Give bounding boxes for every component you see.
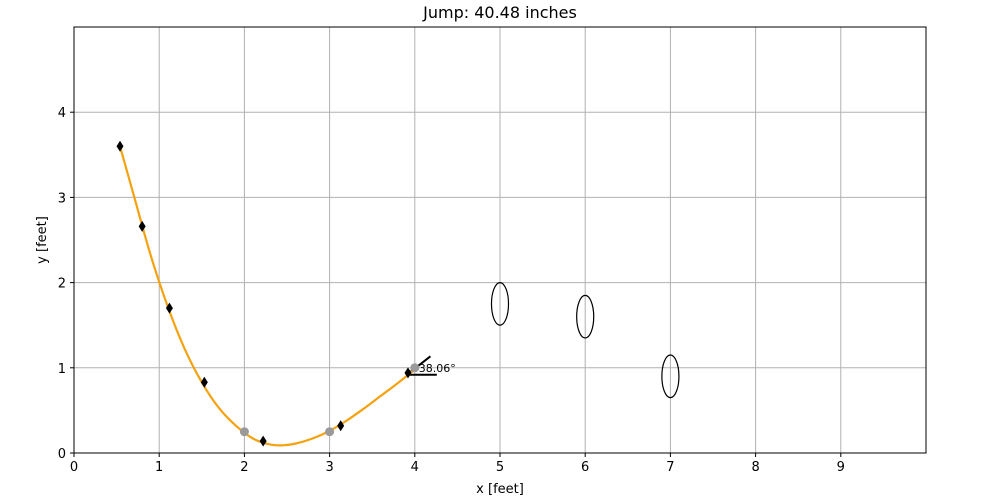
diamond-marker (116, 140, 124, 152)
chart-title: Jump: 40.48 inches (422, 3, 577, 22)
x-tick-label: 4 (411, 460, 419, 475)
x-tick-label: 9 (837, 460, 845, 475)
ellipse-marker (490, 282, 510, 326)
diamond-marker (200, 376, 208, 388)
x-tick-label: 7 (666, 460, 674, 475)
measured-point (325, 427, 335, 437)
y-tick-label: 4 (58, 106, 66, 121)
x-tick-label: 1 (155, 460, 163, 475)
diamond-marker (259, 435, 267, 447)
ellipse-marker (661, 354, 680, 399)
diamond-marker (404, 367, 412, 379)
diamond-marker (165, 302, 173, 314)
y-tick-label: 1 (58, 362, 66, 377)
ellipse-markers (490, 282, 680, 399)
diamond-marker (138, 220, 146, 232)
ellipse-marker (576, 294, 595, 339)
y-axis-label: y [feet] (35, 216, 50, 264)
y-axis-ticks: 0 1 2 3 4 (58, 106, 74, 462)
measured-points (239, 363, 420, 437)
x-tick-label: 8 (751, 460, 759, 475)
x-tick-label: 0 (70, 460, 78, 475)
diamond-marker (337, 420, 345, 432)
y-tick-label: 2 (58, 277, 66, 292)
y-tick-label: 0 (58, 447, 66, 462)
x-tick-label: 3 (325, 460, 333, 475)
measured-point (410, 363, 420, 373)
x-axis-label: x [feet] (476, 482, 524, 497)
y-tick-label: 3 (58, 191, 66, 206)
x-tick-label: 2 (240, 460, 248, 475)
angle-label: 38.06° (419, 362, 456, 375)
x-axis-ticks: 0 1 2 3 4 5 6 7 8 9 (70, 453, 845, 475)
measured-point (239, 427, 249, 437)
x-tick-label: 6 (581, 460, 589, 475)
diamond-markers (116, 140, 412, 447)
x-tick-label: 5 (496, 460, 504, 475)
